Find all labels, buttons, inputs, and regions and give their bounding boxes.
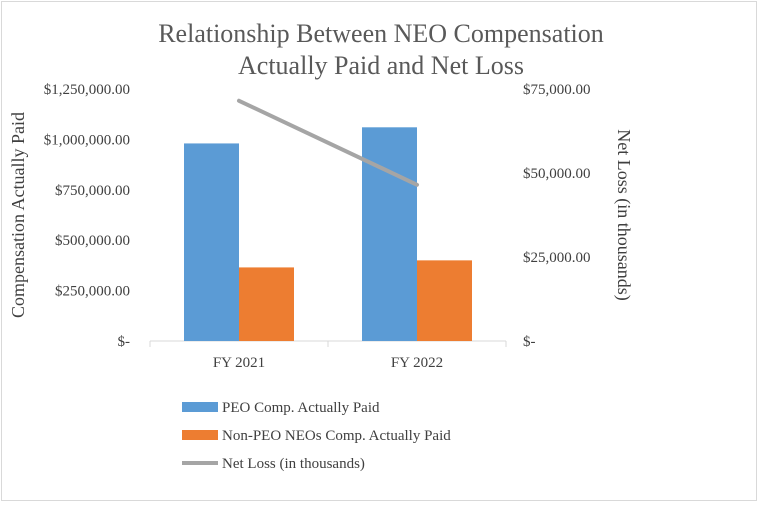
net-loss-line [237,98,419,187]
legend-label: Net Loss (in thousands) [222,456,365,472]
x-tick-label: FY 2021 [213,355,265,371]
chart-title-line-1: Relationship Between NEO Compensation [158,19,604,48]
chart-title-line-2: Actually Paid and Net Loss [238,51,524,80]
legend-swatch [182,430,218,440]
right-tick-label: $50,000.00 [523,166,591,182]
left-tick-label: $1,000,000.00 [44,132,130,148]
bar-non-peo-fy-2021 [239,267,294,341]
right-tick-label: $- [523,334,536,350]
right-tick-label: $25,000.00 [523,250,591,266]
left-tick-label: $1,250,000.00 [44,82,130,98]
bar-non-peo-fy-2022 [417,260,472,341]
left-tick-label: $750,000.00 [55,183,130,199]
legend-swatch [182,402,218,412]
right-axis-title: Net Loss (in thousands) [613,129,634,300]
left-tick-label: $- [118,334,131,350]
bar-peo-fy-2021 [184,143,239,341]
right-tick-label: $75,000.00 [523,82,591,98]
legend-label: Non-PEO NEOs Comp. Actually Paid [222,428,451,444]
legend-label: PEO Comp. Actually Paid [222,400,380,416]
left-axis-title: Compensation Actually Paid [8,112,28,318]
left-tick-label: $500,000.00 [55,233,130,249]
x-tick-label: FY 2022 [391,355,443,371]
bar-peo-fy-2022 [362,127,417,341]
left-tick-label: $250,000.00 [55,284,130,300]
